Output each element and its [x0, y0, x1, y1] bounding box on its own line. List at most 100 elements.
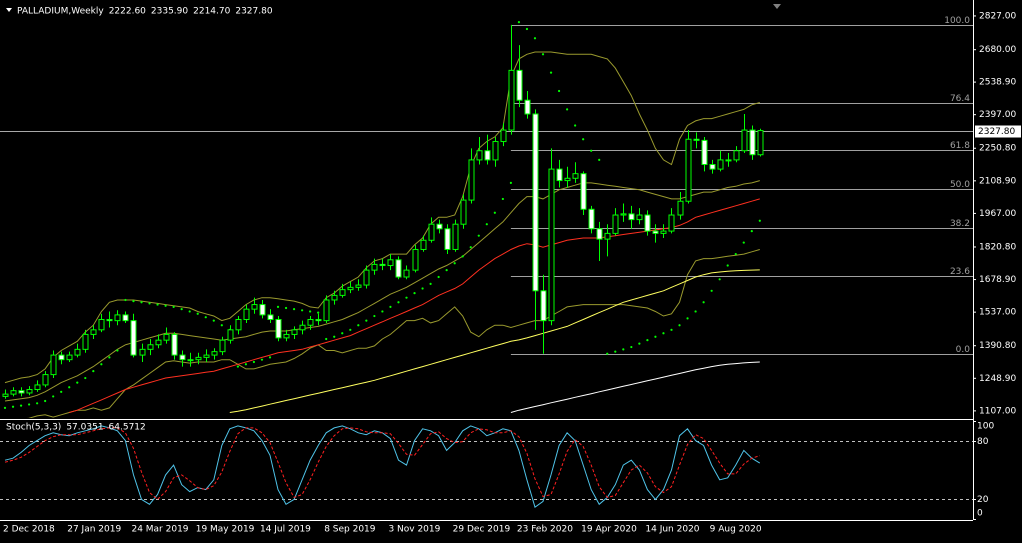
candle-body — [717, 159, 724, 170]
sar-dot — [742, 241, 745, 244]
candle-body — [82, 333, 89, 350]
main-plot: 100.0 76.4 61.8 50.0 38.2 23.6 0.0 — [0, 16, 973, 418]
sar-dot — [686, 317, 689, 320]
y-tick-label: 2250.80 — [979, 144, 1016, 154]
candle-body — [387, 259, 394, 267]
sar-dot — [156, 303, 159, 306]
candle-body — [572, 173, 579, 179]
sar-dot — [341, 332, 344, 335]
sar-dot — [445, 269, 448, 272]
sar-dot — [541, 53, 545, 56]
x-tick-label: 29 Dec 2019 — [453, 525, 511, 535]
header-text: 2335.90 — [151, 7, 188, 17]
sar-dot — [116, 349, 119, 352]
sar-dot — [100, 363, 103, 366]
indicator-line — [510, 361, 760, 413]
sar-dot — [758, 219, 761, 222]
candle-body — [436, 223, 443, 230]
candle-body — [10, 390, 17, 395]
sar-dot — [76, 381, 79, 384]
sar-dot — [582, 138, 585, 141]
fib-label: 100.0 — [944, 16, 970, 26]
candle-body — [259, 304, 266, 316]
candle-body — [363, 269, 370, 286]
candle-body — [371, 263, 378, 271]
sar-dot — [493, 211, 496, 214]
price-marker-label: 2327.80 — [978, 127, 1015, 137]
sar-dot — [317, 311, 320, 314]
sar-dot — [630, 345, 633, 349]
candle-body — [500, 129, 507, 143]
sar-dot — [3, 406, 7, 409]
sar-dot — [413, 291, 416, 295]
shift-marker — [773, 4, 781, 9]
sar-dot — [421, 287, 424, 290]
sar-dot — [44, 399, 47, 403]
sar-dot — [325, 337, 328, 341]
candle-body — [612, 214, 619, 234]
sar-dot — [477, 234, 480, 237]
sar-dot — [292, 308, 296, 311]
candle-body — [540, 290, 547, 322]
menu-arrow[interactable] — [6, 8, 12, 12]
x-tick-label: 2 Dec 2018 — [3, 525, 55, 535]
candle-body — [484, 150, 491, 161]
candle-body — [331, 294, 338, 301]
sar-dot — [268, 356, 272, 359]
candle-body — [155, 339, 162, 346]
candle-body — [195, 356, 202, 361]
sar-dot — [309, 310, 312, 313]
candle-body — [701, 139, 708, 166]
y-tick-label: 1678.90 — [979, 275, 1016, 285]
sar-dot — [19, 404, 23, 407]
sar-dot — [525, 27, 529, 31]
sar-dot — [606, 352, 609, 355]
candle-body — [315, 318, 322, 322]
candle-body — [725, 159, 732, 162]
y-tick-label: 2827.00 — [979, 11, 1016, 21]
sar-dot — [92, 370, 95, 373]
sar-dot — [501, 197, 504, 201]
sar-dot — [365, 319, 368, 322]
candle-body — [34, 384, 41, 391]
candle-body — [620, 213, 627, 216]
candle-body — [492, 141, 499, 161]
sar-dot — [638, 342, 641, 345]
y-tick-label: 2680.00 — [979, 45, 1016, 55]
sar-dot — [726, 264, 729, 267]
candle-body — [524, 99, 531, 115]
sar-dot — [718, 278, 721, 281]
sar-dot — [654, 335, 657, 338]
header-text: 2214.70 — [193, 7, 230, 17]
sar-dot — [140, 301, 143, 304]
header-text: 2222.60 — [109, 7, 146, 17]
candle-body — [50, 354, 57, 376]
candle-body — [452, 223, 459, 250]
sar-dot — [549, 71, 553, 74]
sar-dot — [276, 305, 280, 308]
sar-dot — [68, 386, 71, 389]
price-marker — [975, 125, 1021, 138]
sar-dot — [11, 405, 15, 408]
y-tick-label: 1537.00 — [979, 308, 1016, 318]
x-tick-label: 3 Nov 2019 — [388, 525, 440, 535]
candle-body — [227, 329, 234, 341]
candle-body — [235, 318, 242, 331]
candle-body — [114, 314, 121, 322]
sar-dot — [509, 181, 512, 184]
candle-body — [58, 354, 65, 361]
y-tick-label: 1107.00 — [979, 406, 1016, 416]
sar-dot — [333, 335, 336, 338]
candle-body — [26, 389, 33, 394]
candle-body — [66, 354, 73, 361]
y-tick-label: 2538.90 — [979, 78, 1016, 88]
candle-body — [444, 228, 451, 250]
candle-body — [677, 200, 684, 216]
y-tick-label: 1248.90 — [979, 374, 1016, 384]
candle-body — [516, 69, 523, 101]
candle-body — [74, 348, 81, 356]
sar-dot — [381, 310, 384, 313]
fib-label: 76.4 — [950, 94, 970, 104]
candle-body — [412, 248, 419, 271]
header-text: Stoch(5,3,3) — [6, 423, 61, 433]
